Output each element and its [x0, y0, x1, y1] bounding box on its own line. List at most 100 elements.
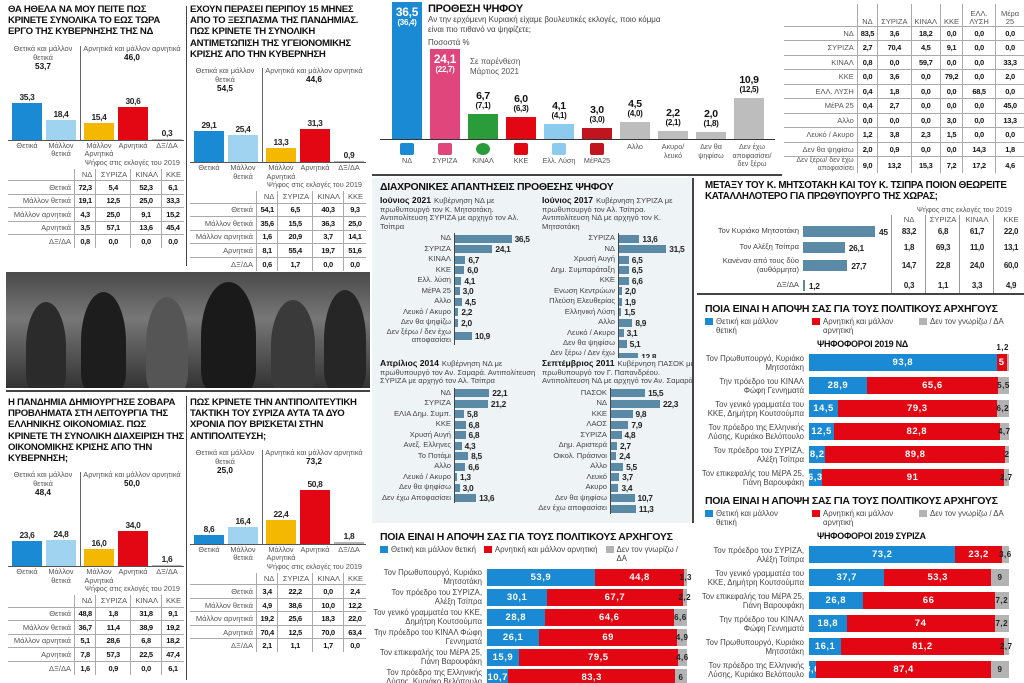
table-cell: 0,0 — [160, 234, 184, 249]
bar-value: 45 — [879, 227, 888, 237]
bar-axis: 21,2 — [454, 398, 536, 409]
column-header: ΣΥΡΙΖΑ — [95, 168, 131, 181]
table-row: ΚΚΕ 0,0 3,6 0,0 79,2 0,0 2,0 — [784, 69, 1024, 84]
table-cell: 12,5 — [277, 624, 313, 639]
bar-row: Ενωση Κεντρώων 2,0 — [538, 285, 692, 297]
bar — [455, 452, 469, 461]
bar-row: Δεν θα ψηφίσω 5,1 — [538, 338, 692, 349]
bar-category-label: Αρνητικά — [300, 544, 330, 554]
row-label: Αρνητικά — [190, 243, 257, 258]
table-cell: 19,2 — [160, 620, 184, 635]
bar — [266, 520, 296, 544]
table-cell: 0,0 — [910, 141, 941, 157]
bar-axis: 36,5 — [454, 233, 536, 244]
bar-value: 4,8 — [624, 430, 636, 441]
legend-item: Θετική και μάλλον θετική — [705, 317, 790, 335]
table-cell: 33,3 — [160, 193, 184, 208]
bar-category-label: Κανέναν από τους δύο (αυθόρμητα) — [722, 256, 799, 274]
person-silhouette — [271, 300, 315, 388]
table-cell: 5,1 — [73, 633, 96, 648]
bar-row: Πλεύση Ελευθερίας 1,9 — [538, 296, 692, 307]
table-cell: 0,0 — [995, 127, 1024, 142]
bar-value: 36,5 — [395, 5, 419, 20]
bar — [455, 287, 460, 296]
stacked-bar: 53,9 44,8 1,3 — [487, 568, 692, 586]
bar-row: Τον πρόεδρο της Ελληνικής Λύσης, Κυριάκο… — [697, 420, 1024, 443]
bar-value: 0,9 — [343, 150, 355, 161]
bar-row: Τον πρόεδρο της Ελληνικής Λύσης, Κυριάκο… — [697, 658, 1024, 681]
bar — [619, 245, 667, 254]
bar-previous-value: (4,0) — [627, 109, 643, 119]
bar-value: 23,6 — [19, 530, 35, 541]
bar — [619, 255, 629, 264]
row-label: Μάλλον αρνητικά — [190, 611, 257, 626]
bar-category-label: Μάλλον θετικά — [230, 163, 256, 181]
bar — [544, 123, 574, 139]
bar-row: Τον πρόεδρο του ΣΥΡΙΖΑ, Αλέξη Τσίπρα 8,2 8… — [697, 443, 1024, 466]
bar-previous-value: (4,1) — [551, 110, 567, 120]
bar-category-label: Τον πρόεδρο του ΣΥΡΙΖΑ, Αλέξη Τσίπρα — [391, 588, 482, 607]
table-cell: 0,0 — [995, 25, 1024, 41]
stacked-bar: 18,8 74 7,2 — [809, 615, 1009, 633]
legend-label: Θετική και μάλλον θετική — [716, 317, 778, 336]
table-cell: 0,0 — [910, 112, 941, 128]
bar-row: ΚΚΕ 6,0 — [376, 264, 536, 276]
bar-category-label: Τον Πρωθυπουργό, Κυριάκο Μητσοτάκη — [705, 637, 804, 656]
table-cell: 51,6 — [342, 243, 366, 258]
table-cell: 0,8 — [73, 234, 96, 249]
table-cell: 15,5 — [277, 216, 313, 231]
bar-value: 36,5 — [514, 233, 530, 244]
table-cell: 9,1 — [940, 40, 963, 55]
column-header: ΝΔ — [903, 215, 915, 224]
table-row: ΔΞ/ΔΑ 0,8 0,0 0,0 0,0 — [8, 234, 184, 249]
bar-axis: 6,8 — [454, 419, 536, 430]
bar-value: 1,8 — [343, 530, 355, 541]
period-description: Κυβέρνηση ΝΔ με πρωθυπουργό τον Κ. Μητσο… — [380, 196, 519, 231]
group-total: 44,6 — [306, 75, 322, 85]
bar — [611, 410, 633, 419]
legend-label: Θετική και μάλλον θετική — [391, 545, 476, 555]
bar-segment: 12,5 — [809, 423, 834, 441]
bar-segment: 14,5 — [809, 400, 838, 418]
history-title: ΔΙΑΧΡΟΝΙΚΕΣ ΑΠΑΝΤΗΣΕΙΣ ΠΡΟΘΕΣΗΣ ΨΗΦΟΥ — [380, 181, 614, 193]
bar-row: Αλλο 8,9 — [538, 317, 692, 328]
bar — [611, 473, 620, 482]
table-cell: 0,0 — [962, 54, 996, 70]
table-cell: 0,9 — [877, 141, 911, 157]
table-row: Μάλλον αρνητικά 1,6 20,9 3,7 14,1 — [190, 229, 366, 244]
bar-value: 12,8 — [641, 352, 657, 358]
legend-swatch — [705, 510, 713, 518]
bar-previous-value: (1,8) — [703, 118, 719, 128]
legend-swatch — [812, 510, 820, 518]
bar-row: Δεν έχω αποφασίσει 11,3 — [538, 503, 692, 514]
bar-value: 11,3 — [638, 503, 654, 514]
period-description: Κυβέρνηση ΠΑΣΟΚ με πρωθυπουργό τον Γ. Πα… — [542, 359, 694, 386]
bar — [228, 526, 258, 544]
table-cell: 13,1 — [1003, 243, 1019, 252]
bar-segment: 6,2 — [996, 400, 1009, 418]
group-label: Θετικά και μάλλον θετικά 54,5 — [190, 66, 260, 93]
table-cell: 4,5 — [910, 40, 941, 55]
bar — [228, 135, 258, 162]
period-label: Σεπτέμβριος 2011 — [542, 359, 615, 368]
bar-segment: 16,1 — [809, 638, 842, 656]
row-label: Μάλλον αρνητικά — [8, 633, 75, 648]
bar-value: 6,0 — [514, 92, 528, 105]
header-blank — [8, 169, 75, 181]
bar-segment: 1,3 — [679, 568, 692, 586]
table-caption: Ψήφος στις εκλογές του 2019 — [266, 561, 362, 571]
bar-axis: 3,0 — [454, 482, 536, 493]
bar-row: Δεν έχω Αποφασίσει 13,6 — [376, 492, 536, 504]
table-cell: 83,2 — [901, 227, 917, 236]
bar-value: 1,9 — [624, 296, 636, 307]
bar-category-label: Χρυσή Αυγή — [573, 254, 615, 264]
bar-segment: 53,9 — [487, 568, 595, 586]
bar-category-label: Λευκό / Ακυρο — [402, 471, 451, 481]
group-label: Θετικά και μάλλον θετικά 53,7 — [8, 44, 78, 71]
table-cell: 18,2 — [910, 25, 941, 41]
party-logo-icon — [476, 143, 490, 155]
bar — [619, 329, 624, 338]
column-header: ΣΥΡΙΖΑ — [95, 595, 131, 608]
bar-axis: 31,5 — [618, 243, 692, 255]
table-row: ΕΛΛ. ΛΥΣΗ 0,4 1,8 0,0 0,0 68,5 0,0 — [784, 83, 1024, 99]
